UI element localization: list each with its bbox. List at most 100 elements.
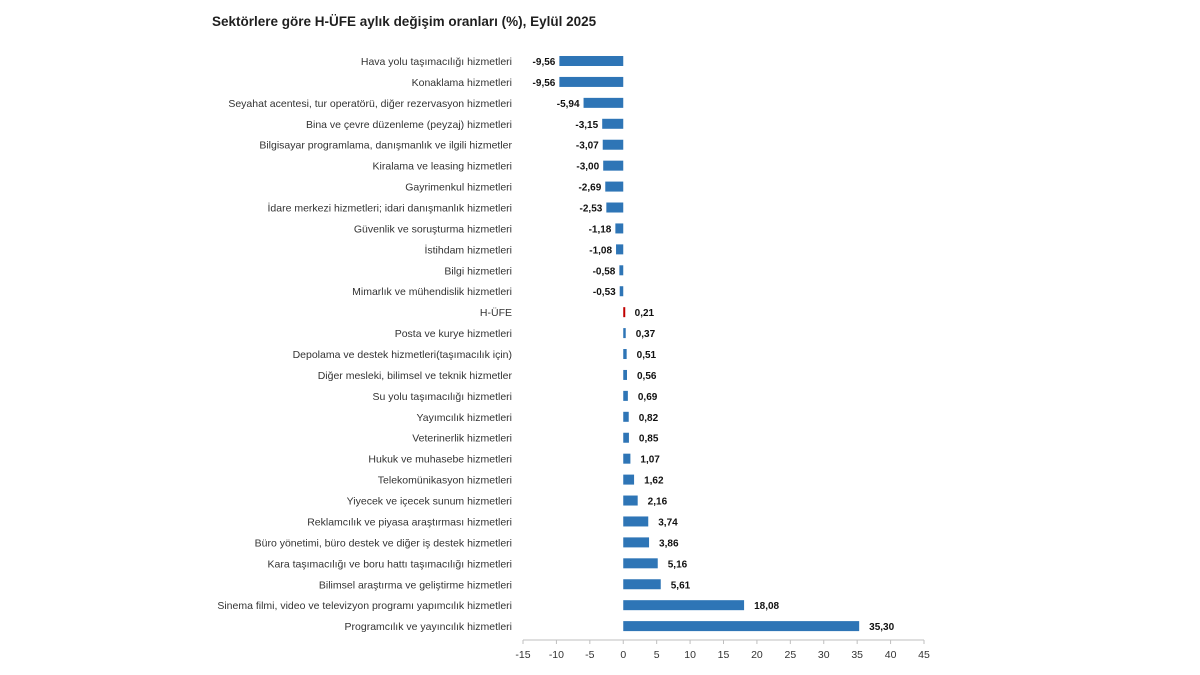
data-label: 0,21 bbox=[635, 308, 655, 319]
data-label: -1,08 bbox=[589, 245, 612, 256]
category-label: Büro yönetimi, büro destek ve diğer iş d… bbox=[255, 537, 512, 549]
data-label: -5,94 bbox=[557, 99, 580, 110]
bar bbox=[559, 56, 624, 66]
data-label: -2,69 bbox=[578, 183, 601, 194]
bar bbox=[623, 307, 626, 318]
x-tick-label: 5 bbox=[654, 649, 660, 661]
data-label: 2,16 bbox=[648, 497, 668, 508]
category-label: Yayımcılık hizmetleri bbox=[417, 412, 513, 424]
data-label: -3,00 bbox=[576, 162, 599, 173]
bar bbox=[623, 411, 629, 422]
bar bbox=[583, 97, 624, 108]
bar bbox=[623, 328, 626, 339]
x-tick-label: 10 bbox=[684, 649, 696, 661]
x-tick-label: 30 bbox=[818, 649, 830, 661]
data-label: -1,18 bbox=[589, 224, 612, 235]
category-label: Programcılık ve yayıncılık hizmetleri bbox=[345, 621, 512, 633]
category-label: Kara taşımacılığı ve boru hattı taşımacı… bbox=[267, 558, 512, 570]
category-label: Su yolu taşımacılığı hizmetleri bbox=[373, 391, 512, 403]
bar bbox=[615, 223, 624, 234]
category-label: İstihdam hizmetleri bbox=[424, 243, 512, 256]
data-label: 18,08 bbox=[754, 601, 779, 612]
x-tick-label: 25 bbox=[784, 649, 796, 661]
bar bbox=[623, 558, 658, 569]
bar bbox=[623, 453, 631, 464]
chart-title: Sektörlere göre H-ÜFE aylık değişim oran… bbox=[212, 14, 597, 29]
bar bbox=[602, 139, 624, 150]
data-label: 3,74 bbox=[658, 517, 678, 528]
bar bbox=[602, 118, 624, 129]
bar bbox=[623, 495, 638, 506]
bar bbox=[623, 537, 650, 548]
bar bbox=[559, 76, 624, 87]
bar bbox=[619, 286, 624, 297]
bar bbox=[619, 265, 624, 276]
bar bbox=[616, 244, 624, 255]
x-tick-label: -10 bbox=[549, 649, 564, 661]
bar bbox=[623, 600, 745, 611]
data-label: 5,16 bbox=[668, 559, 688, 570]
data-label: 1,07 bbox=[640, 455, 660, 466]
category-label: Seyahat acentesi, tur operatörü, diğer r… bbox=[228, 98, 512, 110]
category-label: Depolama ve destek hizmetleri(taşımacılı… bbox=[293, 349, 512, 361]
data-label: -9,56 bbox=[533, 78, 556, 89]
category-label: Konaklama hizmetleri bbox=[412, 77, 512, 89]
category-label: Hava yolu taşımacılığı hizmetleri bbox=[361, 56, 512, 68]
data-label: 3,86 bbox=[659, 538, 679, 549]
x-tick-label: 0 bbox=[620, 649, 626, 661]
data-label: -0,53 bbox=[593, 287, 616, 298]
category-label: Kiralama ve leasing hizmetleri bbox=[373, 161, 512, 173]
x-tick-label: 45 bbox=[918, 649, 930, 661]
category-label: Bina ve çevre düzenleme (peyzaj) hizmetl… bbox=[306, 119, 512, 131]
x-tick-label: -15 bbox=[515, 649, 530, 661]
data-label: 35,30 bbox=[869, 622, 894, 633]
bar bbox=[623, 369, 627, 380]
category-label: Reklamcılık ve piyasa araştırması hizmet… bbox=[307, 516, 512, 528]
x-tick-label: 15 bbox=[718, 649, 730, 661]
category-label: Güvenlik ve soruşturma hizmetleri bbox=[354, 223, 512, 235]
x-tick-label: 40 bbox=[885, 649, 897, 661]
bar bbox=[623, 432, 629, 443]
data-label: 5,61 bbox=[671, 580, 691, 591]
category-label: Hukuk ve muhasebe hizmetleri bbox=[368, 454, 512, 466]
data-label: -2,53 bbox=[580, 204, 603, 215]
bar bbox=[623, 474, 635, 485]
category-label: Mimarlık ve mühendislik hizmetleri bbox=[352, 286, 512, 298]
category-label: Diğer mesleki, bilimsel ve teknik hizmet… bbox=[318, 370, 513, 382]
category-label: Veterinerlik hizmetleri bbox=[412, 433, 512, 445]
category-label: H-ÜFE bbox=[480, 307, 512, 319]
bar bbox=[603, 160, 624, 171]
x-tick-label: 35 bbox=[851, 649, 863, 661]
category-label: Bilimsel araştırma ve geliştirme hizmetl… bbox=[319, 579, 512, 591]
x-tick-label: 20 bbox=[751, 649, 763, 661]
bar bbox=[605, 181, 624, 192]
data-label: 0,56 bbox=[637, 371, 657, 382]
category-label: Yiyecek ve içecek sunum hizmetleri bbox=[347, 496, 512, 508]
category-label: Gayrimenkul hizmetleri bbox=[405, 182, 512, 194]
bar bbox=[623, 349, 627, 360]
bar bbox=[623, 516, 649, 527]
data-label: 0,69 bbox=[638, 392, 658, 403]
data-label: 0,85 bbox=[639, 434, 659, 445]
category-label: Telekomünikasyon hizmetleri bbox=[378, 475, 512, 487]
category-label: İdare merkezi hizmetleri; idari danışman… bbox=[268, 202, 513, 215]
bar bbox=[606, 202, 624, 213]
category-label: Bilgi hizmetleri bbox=[444, 265, 512, 277]
category-label: Sinema filmi, video ve televizyon progra… bbox=[217, 600, 512, 612]
data-label: -0,58 bbox=[593, 266, 616, 277]
data-label: 0,51 bbox=[637, 350, 657, 361]
bar bbox=[623, 621, 860, 632]
category-label: Bilgisayar programlama, danışmanlık ve i… bbox=[259, 140, 512, 152]
data-label: -9,56 bbox=[533, 57, 556, 68]
data-label: 0,37 bbox=[636, 329, 656, 340]
bar bbox=[623, 579, 661, 590]
category-label: Posta ve kurye hizmetleri bbox=[395, 328, 512, 340]
data-label: -3,07 bbox=[576, 141, 599, 152]
data-label: 0,82 bbox=[639, 413, 659, 424]
x-tick-label: -5 bbox=[585, 649, 594, 661]
data-label: 1,62 bbox=[644, 476, 664, 487]
bar bbox=[623, 390, 628, 401]
data-label: -3,15 bbox=[575, 120, 598, 131]
